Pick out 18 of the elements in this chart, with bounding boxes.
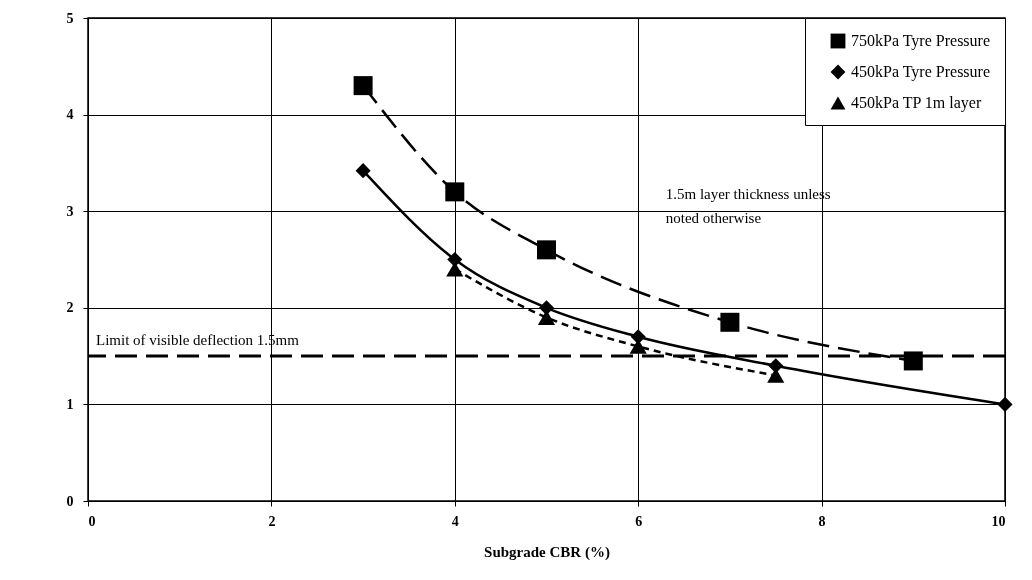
point xyxy=(537,240,556,260)
x-tick-label: 8 xyxy=(818,513,826,529)
x-tick-label: 10 xyxy=(991,513,1006,529)
x-tick-label: 4 xyxy=(451,513,459,529)
y-tick-label: 3 xyxy=(66,203,74,219)
x-tick-label: 6 xyxy=(635,513,643,529)
y-tick-label: 4 xyxy=(66,107,74,123)
y-tick-label: 0 xyxy=(66,493,74,509)
y-tick-label: 5 xyxy=(66,10,74,26)
legend-label: 450kPa TP 1m layer xyxy=(851,94,982,112)
y-tick-label: 1 xyxy=(66,396,74,412)
point xyxy=(353,76,373,96)
legend-label: 450kPa Tyre Pressure xyxy=(851,63,991,81)
y-tick-label: 2 xyxy=(66,300,74,316)
x-tick-label: 2 xyxy=(268,513,276,529)
x-axis-title: Subgrade CBR (%) xyxy=(484,543,610,561)
x-tick-label: 0 xyxy=(88,513,96,529)
legend-label: 750kPa Tyre Pressure xyxy=(851,32,991,50)
